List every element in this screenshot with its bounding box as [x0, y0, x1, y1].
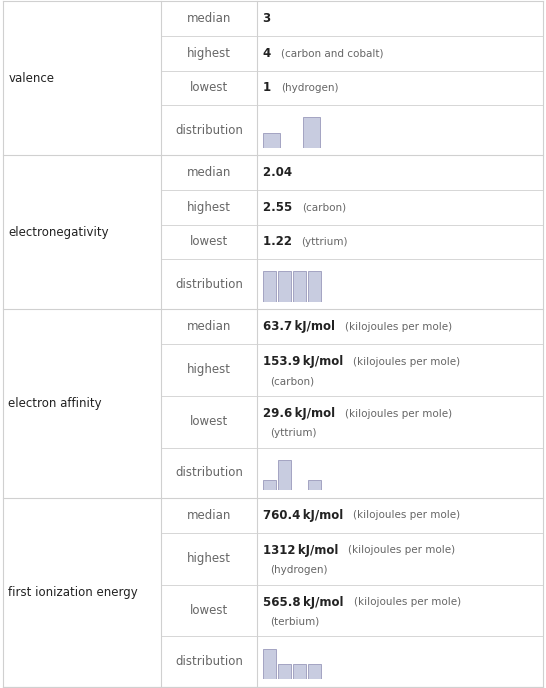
Text: median: median	[187, 12, 231, 25]
Text: 2.55: 2.55	[263, 201, 301, 214]
Text: (carbon and cobalt): (carbon and cobalt)	[281, 48, 383, 58]
Text: 2.04: 2.04	[263, 166, 300, 179]
Text: median: median	[187, 166, 231, 179]
Text: lowest: lowest	[189, 416, 228, 429]
Text: (hydrogen): (hydrogen)	[281, 83, 338, 93]
Text: 1312 kJ/mol: 1312 kJ/mol	[263, 544, 347, 557]
Text: electron affinity: electron affinity	[8, 397, 102, 410]
Bar	[293, 271, 306, 302]
Text: 760.4 kJ/mol: 760.4 kJ/mol	[263, 509, 352, 522]
Text: 1: 1	[263, 81, 280, 94]
Bar	[308, 664, 321, 679]
Text: (kilojoules per mole): (kilojoules per mole)	[353, 510, 460, 520]
Text: (kilojoules per mole): (kilojoules per mole)	[354, 597, 461, 608]
Text: (yttrium): (yttrium)	[301, 237, 348, 247]
Text: 63.7 kJ/mol: 63.7 kJ/mol	[263, 320, 343, 333]
Text: highest: highest	[187, 363, 231, 376]
Bar	[278, 271, 291, 302]
Text: (carbon): (carbon)	[270, 376, 314, 387]
Bar	[293, 664, 306, 679]
Bar	[263, 133, 280, 148]
Text: (kilojoules per mole): (kilojoules per mole)	[345, 409, 452, 418]
Text: highest: highest	[187, 552, 231, 565]
Bar	[278, 460, 291, 491]
Bar	[303, 118, 320, 148]
Text: (kilojoules per mole): (kilojoules per mole)	[348, 546, 455, 555]
Bar	[278, 664, 291, 679]
Text: distribution: distribution	[175, 278, 243, 291]
Text: lowest: lowest	[189, 235, 228, 248]
Text: lowest: lowest	[189, 81, 228, 94]
Text: (hydrogen): (hydrogen)	[270, 565, 327, 575]
Text: median: median	[187, 509, 231, 522]
Bar	[308, 480, 321, 491]
Text: 29.6 kJ/mol: 29.6 kJ/mol	[263, 407, 343, 420]
Text: median: median	[187, 320, 231, 333]
Text: 153.9 kJ/mol: 153.9 kJ/mol	[263, 355, 352, 368]
Text: first ionization energy: first ionization energy	[8, 585, 138, 599]
Text: (carbon): (carbon)	[302, 202, 346, 213]
Text: 565.8 kJ/mol: 565.8 kJ/mol	[263, 596, 352, 609]
Text: 3: 3	[263, 12, 280, 25]
Text: distribution: distribution	[175, 655, 243, 668]
Bar	[263, 649, 276, 679]
Text: distribution: distribution	[175, 466, 243, 480]
Text: highest: highest	[187, 201, 231, 214]
Text: valence: valence	[8, 72, 54, 85]
Bar	[308, 271, 321, 302]
Text: 1.22: 1.22	[263, 235, 300, 248]
Text: distribution: distribution	[175, 124, 243, 137]
Text: (kilojoules per mole): (kilojoules per mole)	[353, 356, 460, 367]
Text: electronegativity: electronegativity	[8, 226, 109, 239]
Text: (yttrium): (yttrium)	[270, 429, 316, 438]
Text: 4: 4	[263, 47, 280, 60]
Bar	[263, 480, 276, 491]
Bar	[263, 271, 276, 302]
Text: (kilojoules per mole): (kilojoules per mole)	[345, 322, 452, 332]
Text: (terbium): (terbium)	[270, 617, 319, 627]
Text: highest: highest	[187, 47, 231, 60]
Text: lowest: lowest	[189, 604, 228, 617]
